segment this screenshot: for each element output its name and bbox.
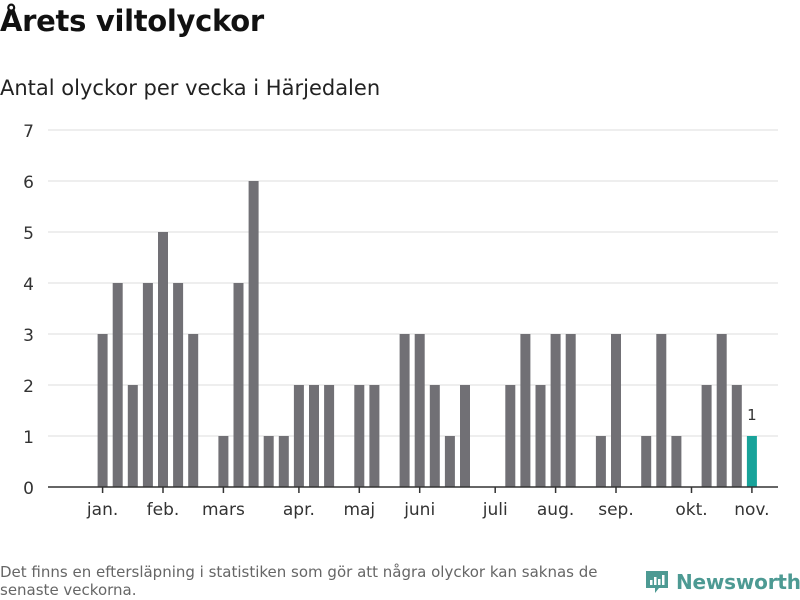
- bar: [112, 283, 123, 487]
- bar: [701, 385, 712, 487]
- y-tick-label: 0: [23, 479, 34, 499]
- chart-subtitle: Antal olyckor per vecka i Härjedalen: [0, 76, 381, 100]
- bar: [263, 436, 274, 487]
- bar: [309, 385, 319, 487]
- x-tick-label: aug.: [537, 500, 574, 520]
- x-tick-label: okt.: [675, 500, 707, 520]
- bar: [248, 181, 259, 487]
- bar: [460, 385, 470, 487]
- bar: [188, 334, 199, 487]
- y-tick-label: 7: [23, 122, 34, 142]
- brand-name: Newsworthy: [676, 570, 800, 594]
- chart-title: Årets viltolyckor: [0, 4, 264, 38]
- highlight-value-label: 1: [747, 406, 757, 424]
- x-tick-label: apr.: [283, 500, 315, 520]
- bar: [520, 334, 531, 487]
- y-tick-label: 3: [23, 326, 34, 346]
- bar: [656, 334, 667, 487]
- bar: [142, 283, 153, 487]
- y-tick-label: 6: [23, 173, 34, 193]
- bar: [641, 436, 652, 487]
- x-tick-label: juni: [403, 500, 435, 520]
- data-labels: 1: [747, 406, 757, 424]
- bar: [429, 385, 440, 487]
- bar: [97, 334, 108, 487]
- newsworthy-logo-icon: [646, 571, 668, 593]
- bar: [414, 334, 425, 487]
- bar: [535, 385, 546, 487]
- x-tick-label: juli: [482, 500, 508, 520]
- bar-chart: 0 1 2 3 4 5 6 7 1 jan. feb. mars apr. maj juni juli au…: [23, 122, 778, 520]
- bar: [173, 283, 184, 487]
- bar: [611, 334, 621, 487]
- bar: [278, 436, 289, 487]
- bar: [369, 385, 380, 487]
- y-tick-label: 2: [23, 377, 34, 397]
- bar: [550, 334, 561, 487]
- bar: [233, 283, 244, 487]
- bars: [97, 181, 757, 487]
- y-axis-ticks: 0 1 2 3 4 5 6 7: [23, 122, 34, 499]
- bar: [505, 385, 516, 487]
- bar: [595, 436, 606, 487]
- y-tick-label: 5: [23, 224, 34, 244]
- x-tick-label: nov.: [734, 500, 769, 520]
- bar: [716, 334, 727, 487]
- bar: [731, 385, 742, 487]
- x-tick-label: sep.: [598, 500, 634, 520]
- x-tick-label: feb.: [147, 500, 180, 520]
- bar: [293, 385, 304, 487]
- bar: [354, 385, 365, 487]
- x-tick-label: jan.: [86, 500, 118, 520]
- bar-highlight: [746, 436, 757, 487]
- bar: [218, 436, 229, 487]
- y-tick-label: 4: [23, 275, 34, 295]
- x-tick-label: mars: [202, 500, 245, 520]
- bar: [324, 385, 335, 487]
- footnote: Det finns en eftersläpning i statistiken…: [0, 563, 598, 599]
- brand[interactable]: Newsworthy: [644, 569, 800, 595]
- bar: [158, 232, 168, 487]
- bar: [565, 334, 576, 487]
- y-tick-label: 1: [23, 428, 34, 448]
- x-tick-label: maj: [343, 500, 375, 520]
- bar: [671, 436, 682, 487]
- bar: [127, 385, 138, 487]
- gridlines: [48, 129, 778, 437]
- x-axis: jan. feb. mars apr. maj juni juli aug. sep. okt. n…: [48, 486, 778, 520]
- bar: [444, 436, 455, 487]
- bar: [399, 334, 410, 487]
